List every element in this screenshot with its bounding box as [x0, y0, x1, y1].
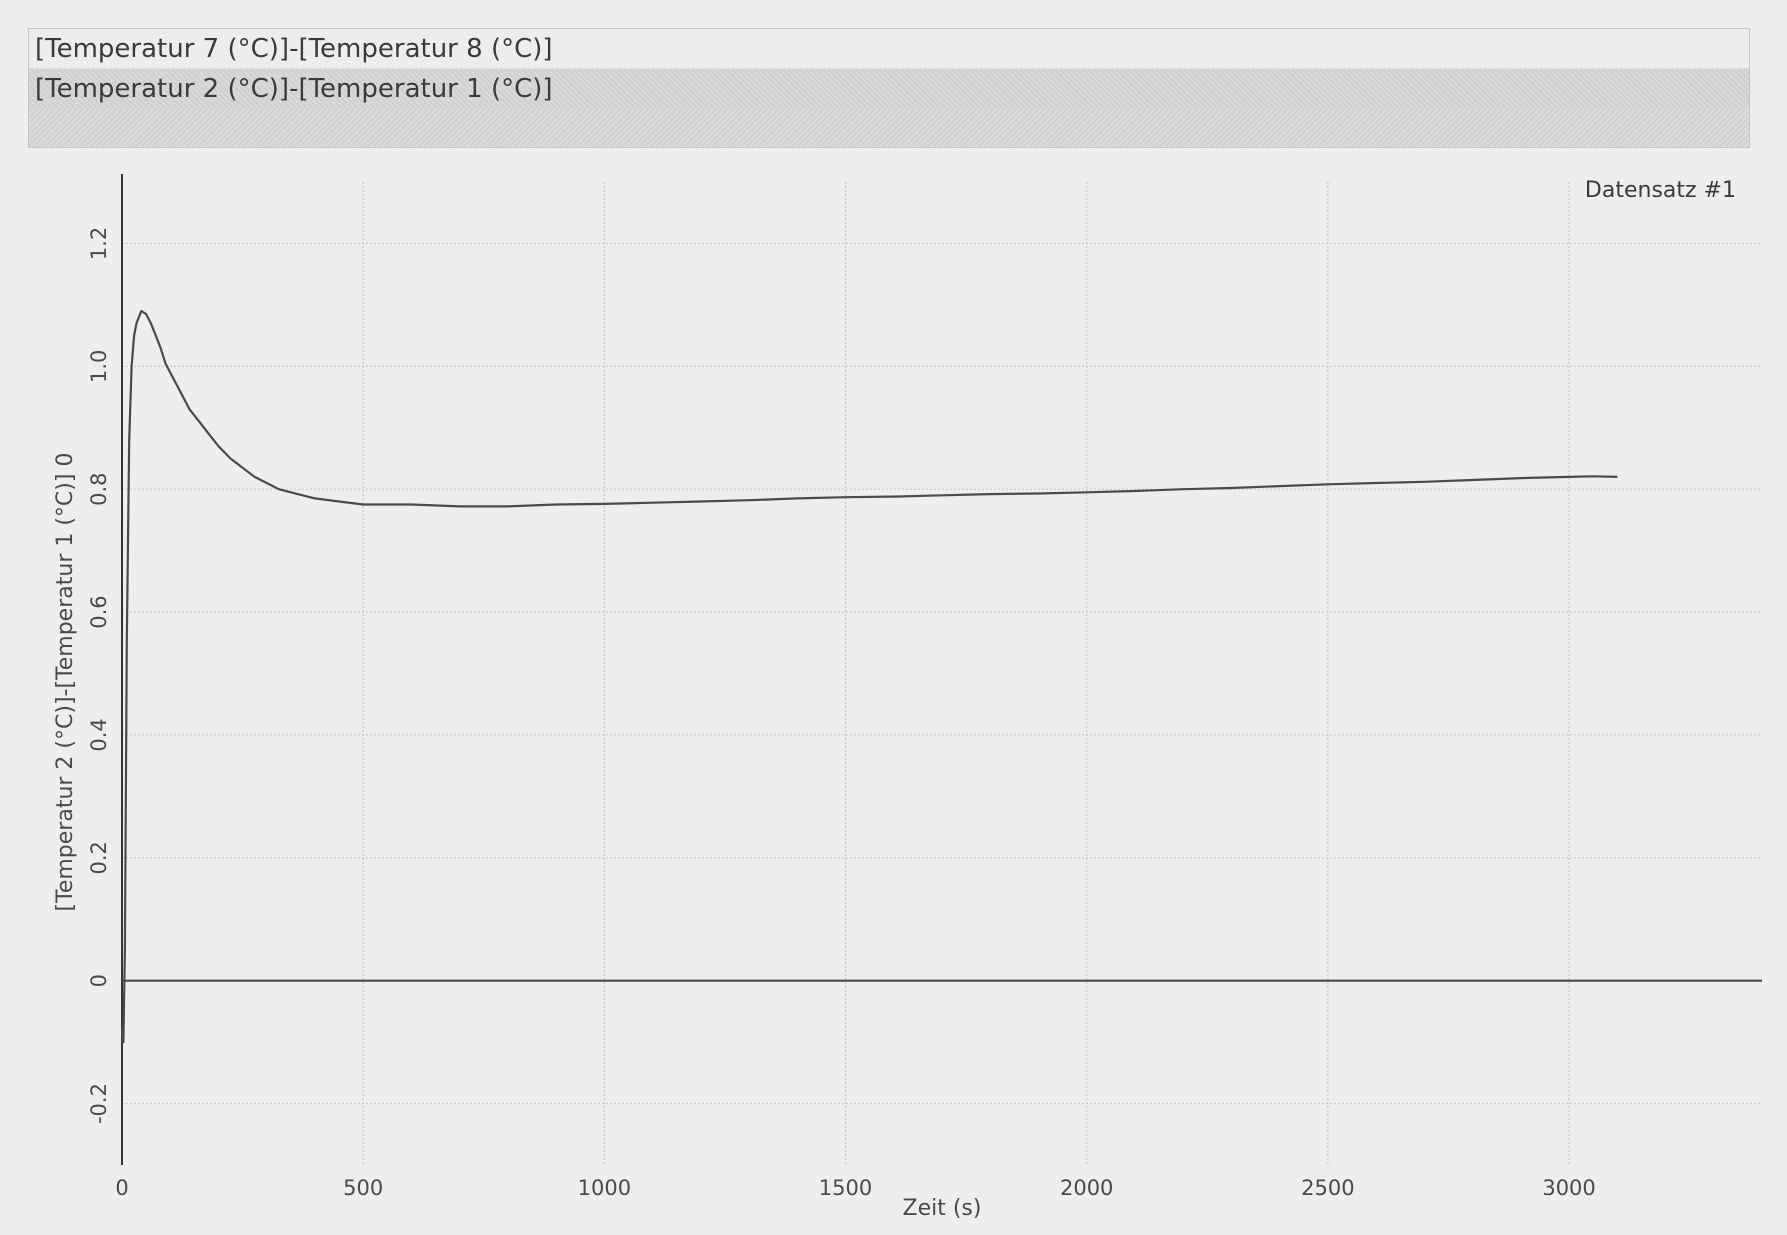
series-list-item-temp7-temp8[interactable]: [Temperatur 7 (°C)]-[Temperatur 8 (°C)]	[29, 29, 1749, 69]
y-tick-label-0.2: 0.2	[87, 841, 111, 874]
data-series	[120, 309, 1762, 1044]
x-tick-label-3000: 3000	[1542, 1176, 1595, 1200]
y-tick-label-1.2: 1.2	[87, 227, 111, 260]
y-tick-label-0: 0	[87, 974, 111, 987]
dataset-label: Datensatz #1	[1585, 178, 1736, 203]
series-selection-list: [Temperatur 7 (°C)]-[Temperatur 8 (°C)] …	[28, 28, 1750, 148]
x-tick-label-500: 500	[343, 1176, 383, 1200]
y-tick-label--0.2: -0.2	[87, 1083, 111, 1124]
y-tick-label-0.8: 0.8	[87, 472, 111, 505]
x-tick-label-0: 0	[115, 1176, 128, 1200]
series-line-temperature-difference	[120, 309, 1618, 1044]
series-list-empty-area	[29, 109, 1749, 147]
x-tick-label-1500: 1500	[819, 1176, 872, 1200]
x-axis-title: Zeit (s)	[903, 1196, 982, 1221]
x-tick-label-2500: 2500	[1301, 1176, 1354, 1200]
y-tick-label-0.4: 0.4	[87, 718, 111, 751]
x-tick-label-2000: 2000	[1060, 1176, 1113, 1200]
grid	[122, 182, 1762, 1165]
series-list-item-temp2-temp1[interactable]: [Temperatur 2 (°C)]-[Temperatur 1 (°C)]	[29, 69, 1749, 109]
y-tick-label-0.6: 0.6	[87, 595, 111, 628]
x-tick-label-1000: 1000	[578, 1176, 631, 1200]
y-tick-label-1.0: 1.0	[87, 350, 111, 383]
y-axis-title: [Temperatur 2 (°C)]-[Temperatur 1 (°C)] …	[53, 453, 78, 912]
tick-labels: 0 500 1000 1500 2000 2500 3000 -0.2 0 0.2 0.4 0.6 0.…	[87, 227, 1596, 1200]
